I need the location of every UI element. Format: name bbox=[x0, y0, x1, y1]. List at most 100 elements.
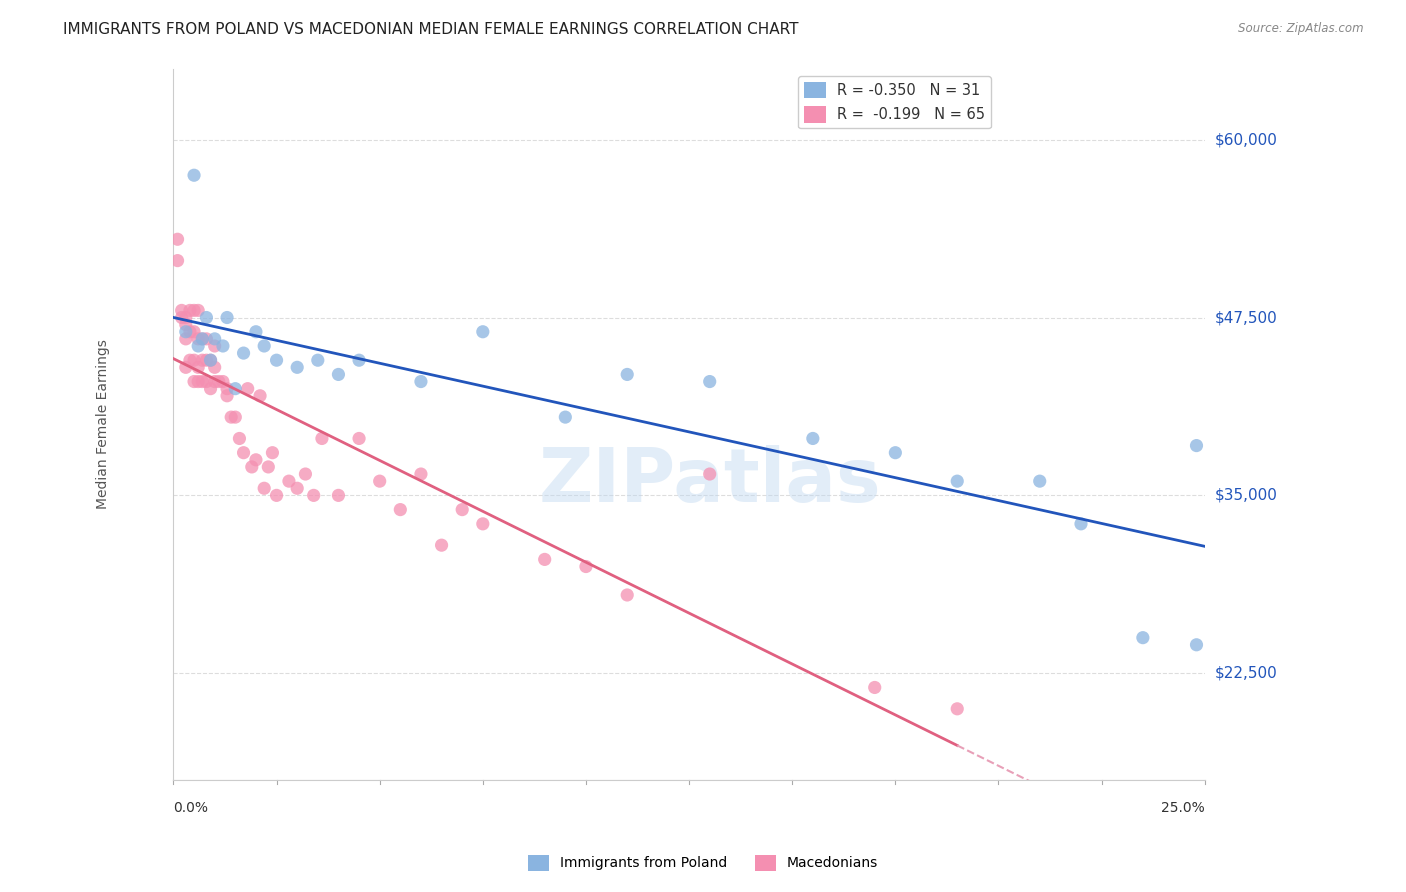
Point bbox=[204, 360, 226, 375]
Point bbox=[245, 452, 267, 467]
Point bbox=[285, 360, 308, 375]
Text: ZIPatlas: ZIPatlas bbox=[538, 444, 882, 517]
Point bbox=[174, 325, 197, 339]
Point bbox=[1132, 631, 1154, 645]
Point bbox=[257, 459, 280, 474]
Point bbox=[204, 339, 226, 353]
Point bbox=[166, 232, 188, 246]
Point bbox=[183, 303, 205, 318]
Point bbox=[451, 502, 474, 516]
Point bbox=[174, 360, 197, 375]
Point bbox=[1028, 474, 1050, 488]
Point bbox=[212, 375, 235, 389]
Point bbox=[179, 325, 201, 339]
Point bbox=[187, 339, 209, 353]
Point bbox=[179, 353, 201, 368]
Point bbox=[187, 375, 209, 389]
Point bbox=[389, 502, 412, 516]
Point bbox=[302, 488, 325, 502]
Point bbox=[232, 446, 254, 460]
Point bbox=[183, 168, 205, 182]
Point bbox=[174, 310, 197, 325]
Text: Median Female Earnings: Median Female Earnings bbox=[96, 339, 110, 509]
Text: Source: ZipAtlas.com: Source: ZipAtlas.com bbox=[1239, 22, 1364, 36]
Point bbox=[368, 474, 391, 488]
Point bbox=[224, 382, 246, 396]
Point bbox=[195, 310, 218, 325]
Point bbox=[187, 332, 209, 346]
Point bbox=[240, 459, 263, 474]
Point bbox=[183, 353, 205, 368]
Point bbox=[219, 410, 242, 425]
Point bbox=[232, 346, 254, 360]
Point bbox=[285, 481, 308, 495]
Point bbox=[191, 332, 214, 346]
Point bbox=[946, 474, 969, 488]
Point bbox=[174, 318, 197, 332]
Point bbox=[236, 382, 259, 396]
Point bbox=[554, 410, 576, 425]
Point bbox=[278, 474, 301, 488]
Point bbox=[183, 325, 205, 339]
Text: $22,500: $22,500 bbox=[1215, 665, 1278, 681]
Text: $60,000: $60,000 bbox=[1215, 132, 1278, 147]
Text: $35,000: $35,000 bbox=[1215, 488, 1278, 503]
Point bbox=[253, 339, 276, 353]
Point bbox=[699, 375, 721, 389]
Legend: R = -0.350   N = 31, R =  -0.199   N = 65: R = -0.350 N = 31, R = -0.199 N = 65 bbox=[799, 76, 991, 128]
Legend: Immigrants from Poland, Macedonians: Immigrants from Poland, Macedonians bbox=[523, 849, 883, 876]
Point bbox=[863, 681, 886, 695]
Point bbox=[215, 310, 238, 325]
Point bbox=[347, 432, 370, 446]
Point bbox=[195, 375, 218, 389]
Point bbox=[170, 310, 193, 325]
Point bbox=[195, 353, 218, 368]
Point bbox=[946, 702, 969, 716]
Point bbox=[616, 368, 638, 382]
Point bbox=[212, 339, 235, 353]
Point bbox=[266, 353, 288, 368]
Point bbox=[215, 389, 238, 403]
Point bbox=[699, 467, 721, 481]
Point bbox=[166, 253, 188, 268]
Point bbox=[616, 588, 638, 602]
Point bbox=[187, 360, 209, 375]
Point bbox=[204, 332, 226, 346]
Point bbox=[183, 375, 205, 389]
Point bbox=[224, 410, 246, 425]
Point bbox=[215, 382, 238, 396]
Point bbox=[328, 368, 350, 382]
Point bbox=[249, 389, 271, 403]
Point bbox=[253, 481, 276, 495]
Point bbox=[1070, 516, 1092, 531]
Point bbox=[311, 432, 333, 446]
Point bbox=[200, 353, 222, 368]
Point bbox=[328, 488, 350, 502]
Text: 25.0%: 25.0% bbox=[1161, 801, 1205, 815]
Point bbox=[294, 467, 316, 481]
Point bbox=[187, 303, 209, 318]
Point bbox=[200, 382, 222, 396]
Point bbox=[174, 332, 197, 346]
Point bbox=[204, 375, 226, 389]
Point bbox=[801, 432, 824, 446]
Point bbox=[409, 467, 432, 481]
Point bbox=[471, 325, 494, 339]
Point bbox=[409, 375, 432, 389]
Point bbox=[245, 325, 267, 339]
Point bbox=[200, 353, 222, 368]
Point bbox=[430, 538, 453, 552]
Point bbox=[1185, 638, 1208, 652]
Point bbox=[884, 446, 907, 460]
Point bbox=[533, 552, 555, 566]
Point bbox=[266, 488, 288, 502]
Point bbox=[347, 353, 370, 368]
Point bbox=[262, 446, 284, 460]
Point bbox=[170, 303, 193, 318]
Point bbox=[575, 559, 598, 574]
Point bbox=[228, 432, 250, 446]
Text: $47,500: $47,500 bbox=[1215, 310, 1278, 325]
Text: 0.0%: 0.0% bbox=[173, 801, 208, 815]
Text: IMMIGRANTS FROM POLAND VS MACEDONIAN MEDIAN FEMALE EARNINGS CORRELATION CHART: IMMIGRANTS FROM POLAND VS MACEDONIAN MED… bbox=[63, 22, 799, 37]
Point bbox=[191, 375, 214, 389]
